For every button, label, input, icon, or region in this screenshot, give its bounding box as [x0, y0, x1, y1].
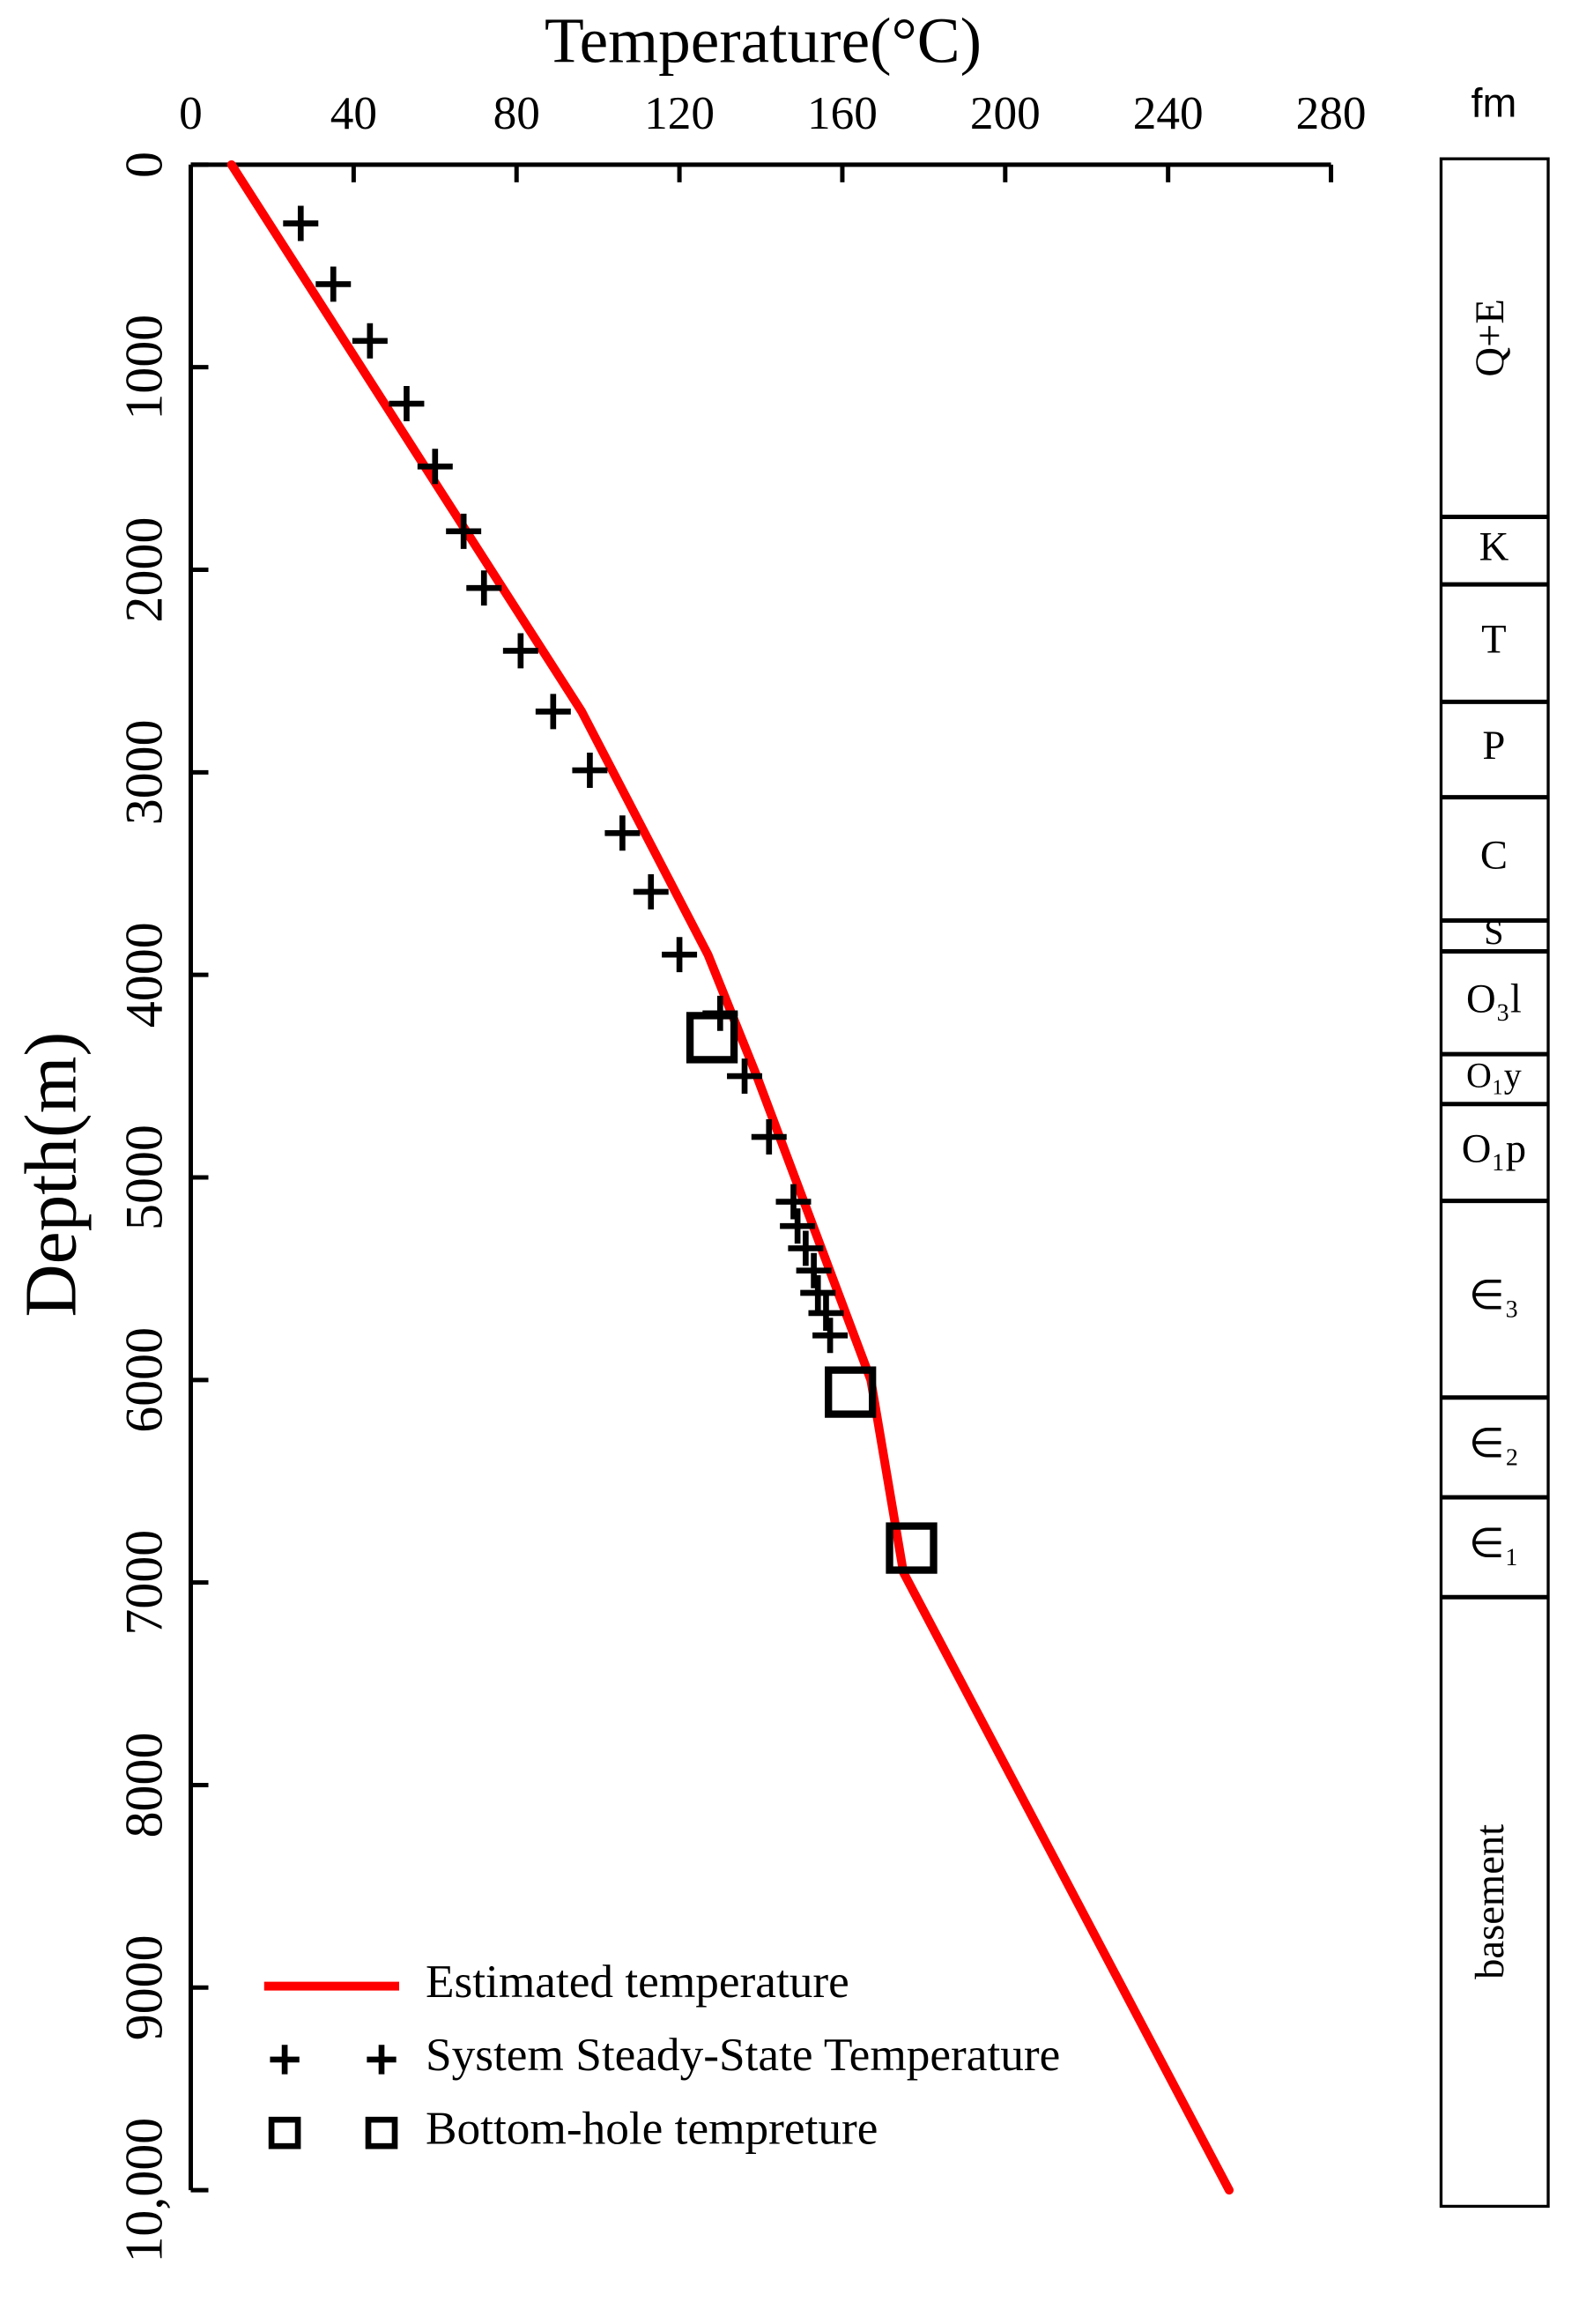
y-tick-label: 0: [115, 152, 174, 178]
x-tick-label: 240: [1133, 87, 1204, 139]
square-marker: [365, 2116, 398, 2150]
legend-label: System Steady-State Temperature: [426, 2029, 1060, 2081]
square-marker: [268, 2116, 301, 2150]
plus-marker: [796, 1252, 832, 1288]
legend-label: Estimated temperature: [426, 1956, 849, 2008]
x-tick-label: 160: [807, 87, 878, 139]
y-tick-label: 7000: [115, 1530, 174, 1636]
formation-label: ∈₃: [1469, 1273, 1519, 1318]
square-marker: [686, 1012, 738, 1064]
plus-marker: [367, 2045, 397, 2075]
formation-column: Q+E KT P CS O₃l O₁y O₁p ∈₃ ∈₂ ∈₁ basement: [1439, 157, 1550, 2209]
y-tick-label: 1000: [115, 315, 174, 420]
formation-label: K: [1479, 524, 1509, 570]
plus-marker: [800, 1275, 836, 1310]
plus-marker: [270, 2045, 300, 2075]
y-tick-label: 8000: [115, 1733, 174, 1838]
y-tick-label: 6000: [115, 1327, 174, 1433]
chart-title: Temperature(°C): [545, 4, 982, 76]
x-tick-label: 280: [1296, 87, 1367, 139]
plus-marker: [788, 1230, 824, 1266]
formation-label: S: [1484, 912, 1503, 952]
plus-marker: [780, 1208, 816, 1244]
formation-label: O₁y: [1466, 1056, 1522, 1095]
x-tick-label: 120: [644, 87, 715, 139]
formation-label: basement: [1467, 1824, 1513, 1979]
y-axis-label: Depth(m): [11, 1032, 93, 1318]
plus-marker: [389, 386, 425, 422]
plus-marker: [808, 1295, 844, 1331]
formation-label: ∈₁: [1469, 1520, 1519, 1566]
y-tick-label: 4000: [115, 922, 174, 1028]
y-tick-label: 10,000: [115, 2118, 174, 2263]
plus-marker: [604, 815, 641, 851]
formation-header: fm: [1472, 80, 1517, 126]
estimated-line: [226, 160, 1234, 2195]
formation-frame: [1439, 157, 1550, 2209]
y-tick-label: 2000: [115, 517, 174, 623]
legend-label: Bottom-hole tempreture: [426, 2102, 878, 2154]
formation-label: C: [1480, 832, 1508, 878]
formation-label: P: [1482, 723, 1505, 768]
x-tick-label: 80: [493, 87, 540, 139]
plus-marker: [572, 753, 608, 789]
formation-label: T: [1481, 616, 1506, 662]
y-tick-label: 9000: [115, 1934, 174, 2040]
x-tick-label: 0: [179, 87, 203, 139]
plus-marker: [315, 266, 352, 302]
plus-marker: [283, 205, 319, 241]
plus-marker: [775, 1184, 812, 1220]
plus-marker: [535, 694, 571, 730]
formation-label: Q+E: [1467, 299, 1513, 376]
y-tick-label: 3000: [115, 719, 174, 825]
formation-label: O₁p: [1462, 1125, 1526, 1171]
x-tick-label: 200: [970, 87, 1041, 139]
plus-marker: [502, 633, 538, 669]
plus-marker: [727, 1058, 763, 1095]
plus-marker: [751, 1119, 787, 1155]
y-tick-label: 5000: [115, 1125, 174, 1230]
plus-marker: [466, 570, 502, 606]
formation-label: O₃l: [1466, 976, 1522, 1022]
plus-marker: [446, 513, 482, 549]
x-tick-label: 40: [330, 87, 377, 139]
plus-marker: [662, 937, 698, 973]
plus-marker: [633, 873, 669, 910]
plus-marker: [352, 323, 388, 359]
plus-marker: [417, 449, 453, 485]
plus-marker: [812, 1318, 849, 1354]
formation-label: ∈₂: [1469, 1421, 1519, 1466]
square-marker: [886, 1522, 938, 1574]
square-marker: [825, 1366, 877, 1418]
